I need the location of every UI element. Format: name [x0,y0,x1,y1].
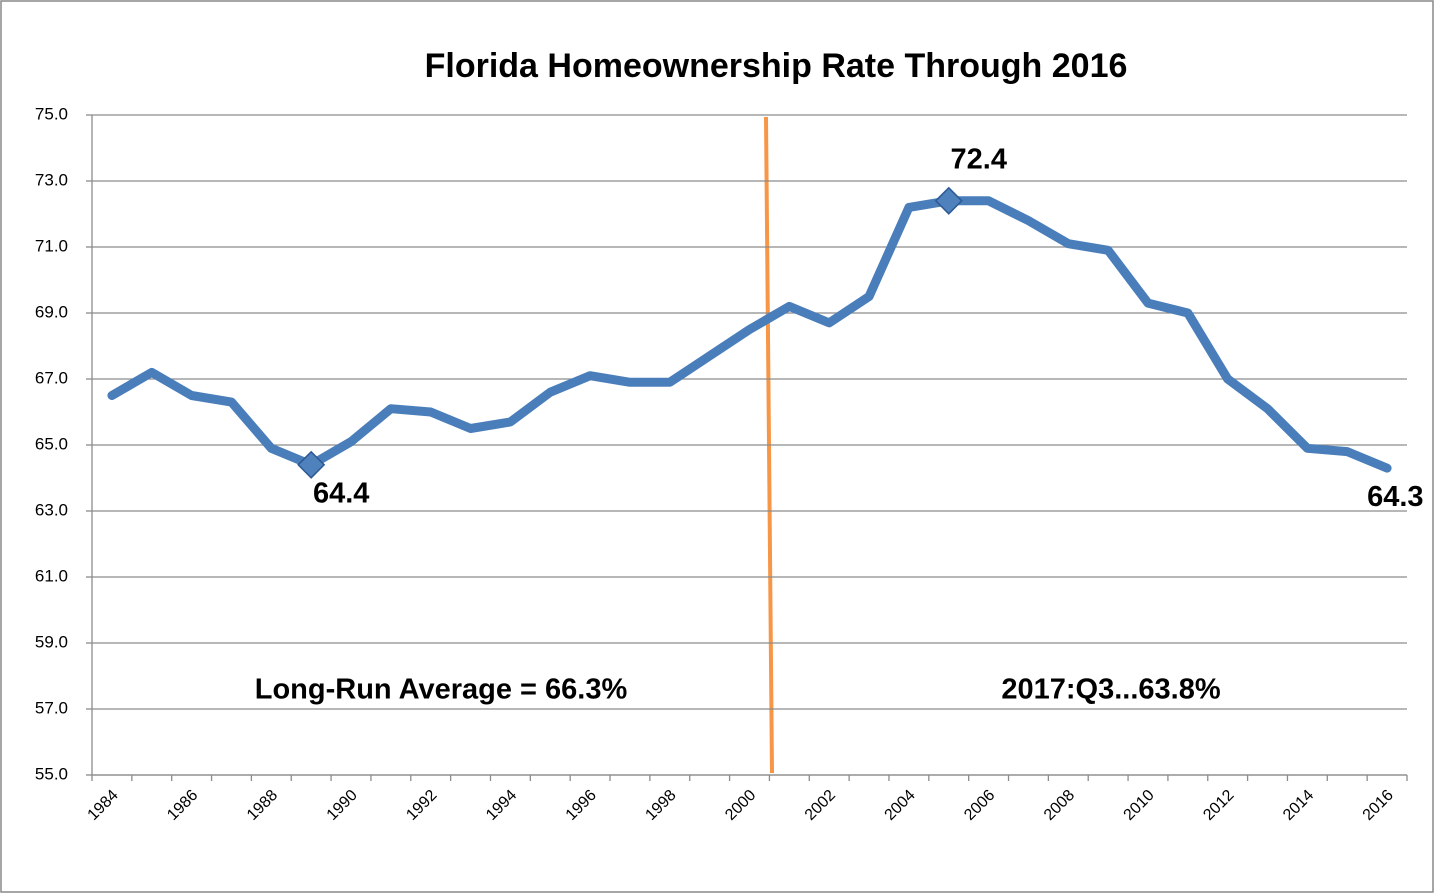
y-tick-label: 69.0 [35,302,68,321]
annotation: 2017:Q3...63.8% [1001,674,1220,706]
y-tick-label: 75.0 [35,104,68,123]
series-line [107,196,1392,473]
point-marker [934,186,963,215]
data-label: 72.4 [951,143,1007,175]
y-tick-label: 63.0 [35,500,68,519]
y-tick-label: 59.0 [35,632,68,651]
annotation: Long-Run Average = 66.3% [255,674,628,706]
y-tick-label: 65.0 [35,434,68,453]
y-tick-label: 73.0 [35,170,68,189]
data-label: 64.3 [1367,481,1423,513]
data-label: 64.4 [313,477,369,509]
y-tick-label: 57.0 [35,698,68,717]
y-tick-label: 61.0 [35,566,68,585]
y-tick-label: 55.0 [35,764,68,783]
y-tick-label: 71.0 [35,236,68,255]
chart-title: Florida Homeownership Rate Through 2016 [425,47,1128,85]
y-tick-label: 67.0 [35,368,68,387]
point-marker [297,450,326,479]
